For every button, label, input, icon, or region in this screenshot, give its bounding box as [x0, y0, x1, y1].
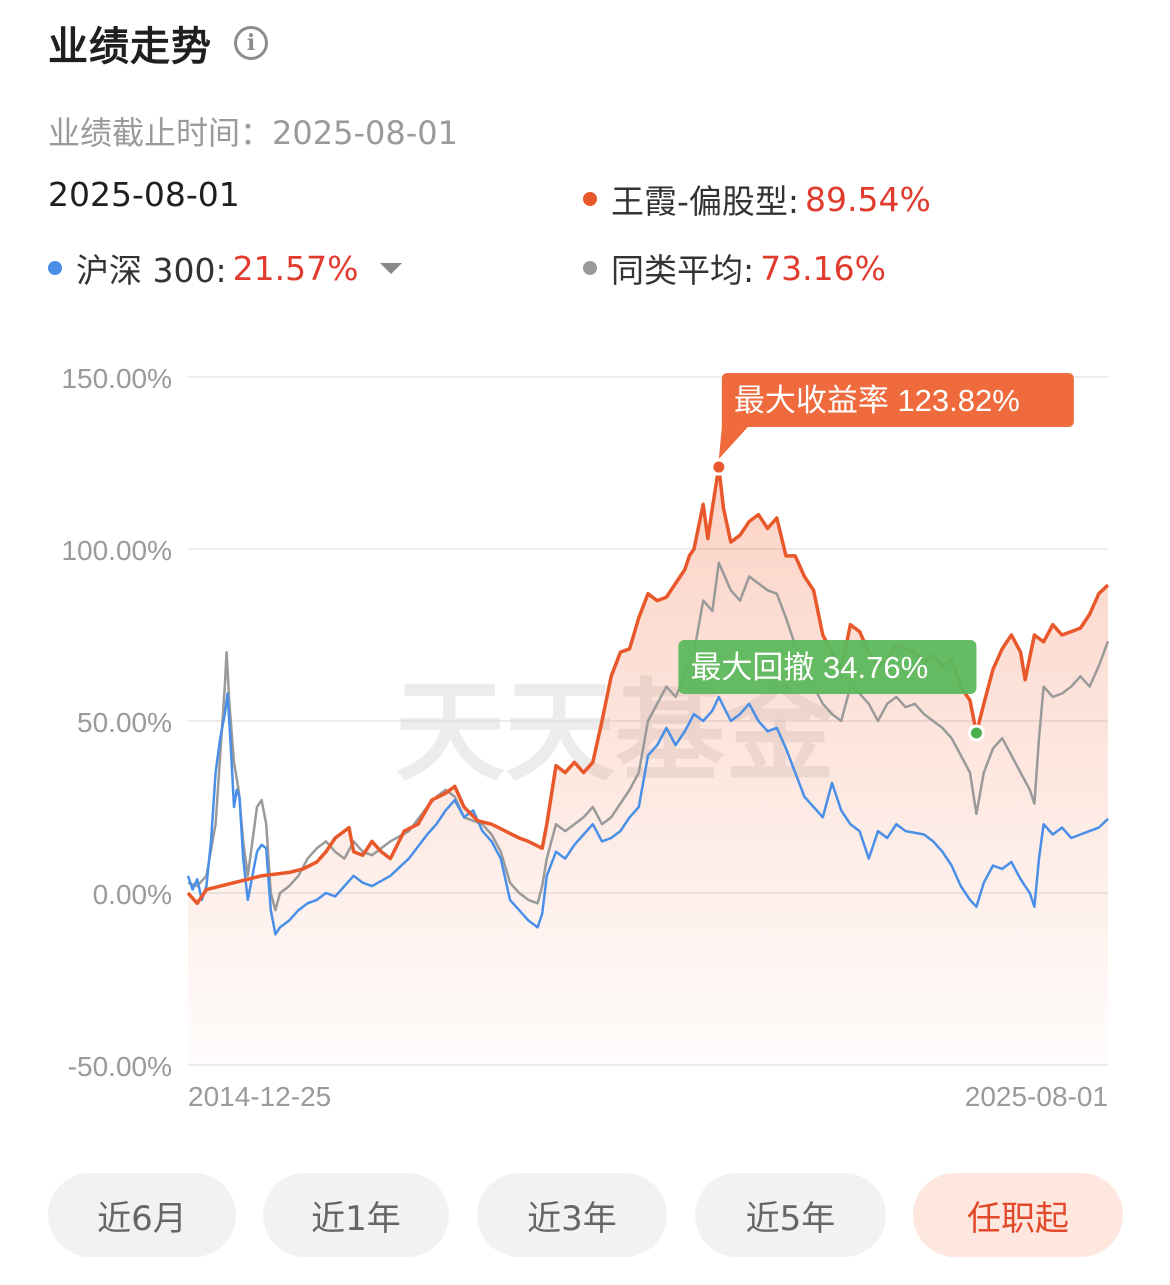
x-tick-label-start: 2014-12-25: [188, 1081, 331, 1112]
legend-fund: 王霞-偏股型: 89.54%: [583, 175, 931, 223]
y-tick-label: 0.00%: [93, 879, 172, 910]
peer-dot-icon: [583, 261, 597, 275]
peer-average-line: [187, 561, 1110, 912]
benchmark-dot-icon: [48, 261, 62, 275]
max-drawdown-point: [967, 724, 985, 742]
range-since-tenure-button[interactable]: 任职起: [913, 1173, 1123, 1257]
max-return-point: [710, 458, 728, 476]
legend-peer-name: 同类平均:: [611, 251, 755, 290]
caret-down-icon[interactable]: [380, 262, 403, 274]
x-tick-label-end: 2025-08-01: [965, 1081, 1108, 1112]
performance-chart[interactable]: 150.00%100.00%50.00%0.00%-50.00% 天天基金 最大…: [0, 330, 1170, 1130]
legend-fund-value: 89.54%: [805, 179, 931, 219]
max-return-callout: [718, 373, 1074, 460]
fund-line: [186, 465, 1110, 906]
performance-cutoff-date: 业绩截止时间：2025-08-01: [48, 114, 458, 152]
y-tick-label: 100.00%: [61, 535, 172, 566]
legend-benchmark[interactable]: 沪深 300: 21.57%: [48, 244, 403, 292]
range-5y-button[interactable]: 近5年: [695, 1173, 886, 1257]
range-6m-button[interactable]: 近6月: [48, 1173, 236, 1257]
y-tick-label: -50.00%: [68, 1051, 172, 1082]
title-row: 业绩走势 i: [48, 14, 268, 72]
fund-dot-icon: [583, 192, 597, 206]
max-drawdown-label: 最大回撤 34.76%: [690, 650, 928, 685]
legend-benchmark-value: 21.57%: [232, 248, 359, 288]
page-title: 业绩走势: [48, 24, 212, 70]
info-icon[interactable]: i: [234, 26, 268, 60]
range-1y-button[interactable]: 近1年: [263, 1173, 449, 1257]
benchmark-line: [186, 692, 1109, 936]
fund-area: [188, 467, 1108, 1066]
range-selector: 近6月 近1年 近3年 近5年 任职起: [0, 1173, 1170, 1257]
legend-benchmark-name: 沪深 300:: [76, 251, 227, 290]
range-3y-button[interactable]: 近3年: [477, 1173, 667, 1257]
y-tick-label: 150.00%: [61, 363, 172, 394]
max-return-label: 最大收益率 123.82%: [734, 383, 1020, 418]
legend-fund-name: 王霞-偏股型:: [611, 182, 800, 221]
max-drawdown-callout: [678, 640, 977, 695]
selected-date: 2025-08-01: [48, 175, 240, 214]
legend-peer-average: 同类平均: 73.16%: [583, 244, 886, 292]
y-tick-label: 50.00%: [77, 707, 172, 738]
legend-peer-value: 73.16%: [760, 248, 886, 288]
